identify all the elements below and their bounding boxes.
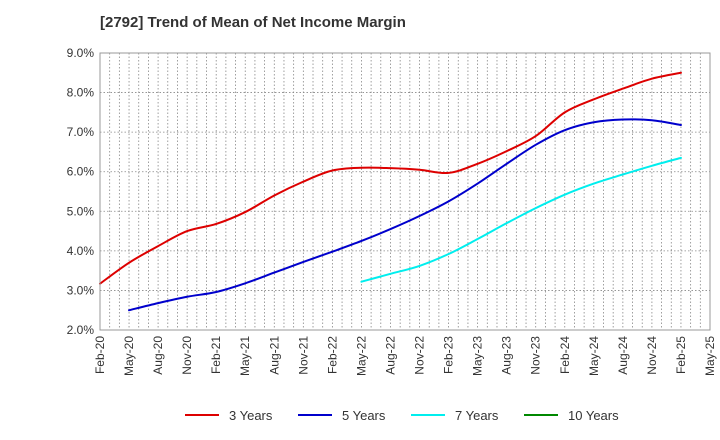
series-line-7-years (360, 156, 682, 283)
legend-label-5-years: 5 Years (342, 407, 386, 423)
y-tick-label: 2.0% (67, 323, 95, 337)
chart-title: [2792] Trend of Mean of Net Income Margi… (100, 14, 406, 31)
x-tick-label: Nov-20 (180, 336, 194, 375)
y-tick-label: 9.0% (67, 46, 95, 60)
x-tick-label: Feb-24 (558, 336, 572, 374)
x-tick-label: Aug-24 (616, 336, 630, 375)
x-tick-label: Nov-24 (645, 336, 659, 375)
x-tick-label: Nov-21 (296, 336, 310, 375)
legend-swatch-10-years (524, 414, 558, 416)
legend-swatch-7-years (411, 414, 445, 416)
x-tick-label: May-23 (471, 336, 485, 376)
x-tick-label: Feb-22 (325, 336, 339, 374)
x-tick-label: Feb-21 (209, 336, 223, 374)
series-line-3-years (99, 71, 682, 285)
legend-item-5-years: 5 Years (298, 404, 385, 426)
grid-lines (100, 53, 710, 330)
legend-swatch-3-years (185, 414, 219, 416)
y-axis-ticks: 2.0% 3.0% 4.0% 5.0% 6.0% 7.0% 8.0% 9.0% (67, 46, 95, 337)
x-tick-label: May-25 (703, 336, 717, 376)
x-tick-label: Aug-21 (267, 336, 281, 375)
x-tick-label: May-24 (587, 336, 601, 376)
plot-border (99, 52, 711, 331)
x-tick-label: Nov-22 (413, 336, 427, 375)
x-tick-label: Aug-23 (500, 336, 514, 375)
legend-item-10-years: 10 Years (524, 404, 619, 426)
y-tick-label: 6.0% (67, 165, 95, 179)
x-tick-label: Nov-23 (529, 336, 543, 375)
y-tick-label: 4.0% (67, 244, 95, 258)
x-tick-label: May-21 (238, 336, 252, 376)
legend-swatch-5-years (298, 414, 332, 416)
y-tick-label: 8.0% (67, 86, 95, 100)
x-tick-label: May-22 (354, 336, 368, 376)
legend-item-3-years: 3 Years (185, 404, 272, 426)
legend-label-3-years: 3 Years (229, 407, 273, 423)
y-tick-label: 5.0% (67, 204, 95, 218)
x-tick-label: Aug-22 (383, 336, 397, 375)
legend-item-7-years: 7 Years (411, 404, 498, 426)
y-tick-label: 3.0% (67, 283, 95, 297)
x-axis-ticks: Feb-20 May-20 Aug-20 Nov-20 Feb-21 May-21 Aug-… (93, 336, 717, 376)
x-tick-label: May-20 (122, 336, 136, 376)
x-tick-label: Aug-20 (151, 336, 165, 375)
legend: 3 Years 5 Years 7 Years 10 Years (0, 404, 720, 426)
x-tick-label: Feb-25 (674, 336, 688, 374)
x-tick-label: Feb-20 (93, 336, 107, 374)
x-tick-label: Feb-23 (442, 336, 456, 374)
legend-label-7-years: 7 Years (455, 407, 499, 423)
series-lines (99, 71, 682, 312)
y-tick-label: 7.0% (67, 125, 95, 139)
legend-label-10-years: 10 Years (568, 407, 619, 423)
plot-area (100, 53, 710, 330)
series-line-5-years (128, 118, 682, 312)
